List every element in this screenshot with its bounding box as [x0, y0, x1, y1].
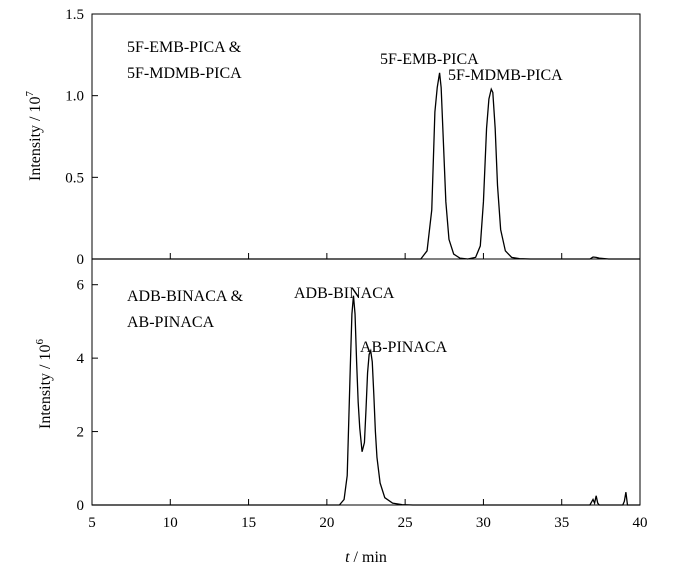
x-tick-label: 25	[398, 515, 413, 531]
x-tick-label: 10	[163, 515, 178, 531]
bottom-peak-label-adb-binaca: ADB-BINACA	[294, 285, 395, 302]
top-y-ticks: 0 0.5 1.0 1.5	[65, 7, 98, 268]
bottom-legend-line-1: ADB-BINACA &	[127, 288, 244, 305]
bottom-y-tick-label: 2	[77, 425, 85, 441]
top-peak-label-5f-emb-pica: 5F-EMB-PICA	[380, 51, 479, 68]
bottom-y-axis-label: Intensity / 106	[34, 339, 54, 429]
bottom-y-tick-label: 0	[77, 498, 85, 514]
bottom-peak-label-ab-pinaca: AB-PINACA	[360, 339, 448, 356]
top-legend-line-1: 5F-EMB-PICA &	[127, 39, 242, 56]
bottom-panel: Intensity / 106 ADB-BINACA & AB-PINACA A…	[34, 253, 648, 566]
bottom-y-tick-label: 6	[77, 278, 85, 294]
x-axis-label: t / min	[345, 549, 387, 566]
top-y-tick-label: 1.0	[65, 89, 84, 105]
top-y-tick-label: 0.5	[65, 170, 84, 186]
x-tick-label: 5	[88, 515, 96, 531]
bottom-y-tick-label: 4	[77, 351, 85, 367]
top-legend-line-2: 5F-MDMB-PICA	[127, 65, 242, 82]
x-tick-label: 35	[554, 515, 569, 531]
top-chromatogram-trace	[92, 72, 640, 260]
x-tick-label: 15	[241, 515, 256, 531]
x-tick-label: 30	[476, 515, 491, 531]
bottom-y-ticks: 0 2 4 6	[77, 278, 98, 514]
bottom-plot-frame	[91, 258, 641, 506]
x-ticks: 5 10 15 20 25 30 35 40	[88, 253, 648, 531]
x-tick-label: 20	[319, 515, 334, 531]
x-tick-label: 40	[633, 515, 648, 531]
top-y-tick-label: 0	[77, 252, 85, 268]
top-y-tick-label: 1.5	[65, 7, 84, 23]
top-panel: Intensity / 107 5F-EMB-PICA & 5F-MDMB-PI…	[24, 7, 641, 268]
top-y-axis-label: Intensity / 107	[24, 91, 44, 181]
bottom-legend-line-2: AB-PINACA	[127, 314, 215, 331]
bottom-chromatogram-trace	[92, 295, 640, 506]
top-peak-label-5f-mdmb-pica: 5F-MDMB-PICA	[448, 67, 563, 84]
